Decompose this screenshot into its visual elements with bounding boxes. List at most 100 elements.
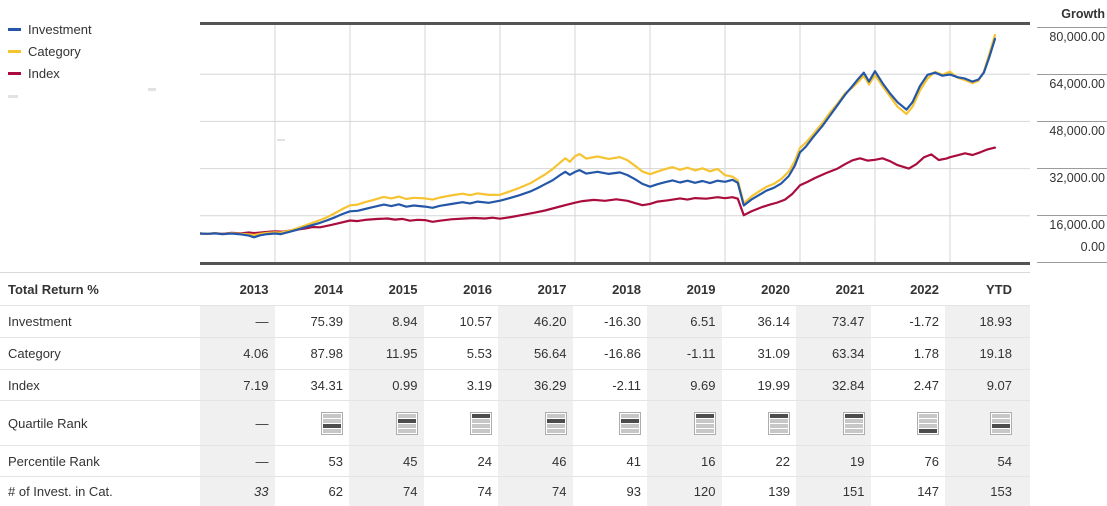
quartile-band: [695, 423, 714, 428]
table-cell: 74: [498, 477, 573, 506]
table-cell: [275, 401, 350, 445]
quartile-band: [992, 423, 1010, 428]
table-cell: 8.94: [349, 306, 424, 337]
year-column-header: 2022: [910, 281, 939, 297]
table-cell: 32.84: [796, 370, 871, 400]
legend-item-investment: Investment: [8, 18, 92, 40]
quartile-band: [770, 418, 788, 423]
quartile-band: [323, 428, 341, 433]
quartile-rank-icon-q3: [321, 411, 343, 435]
quartile-band: [621, 413, 639, 418]
quartile-band: [397, 413, 416, 418]
quartile-band: [844, 423, 863, 428]
growth-chart-svg: [200, 22, 1030, 265]
table-cell: -2.11: [612, 377, 641, 393]
returns-table: Total Return % 2013 2014 2015 2016 2017 2018 2…: [0, 272, 1030, 506]
table-cell: 6.51: [647, 306, 722, 337]
legend-item-label: Category: [28, 43, 81, 59]
quartile-band: [770, 413, 788, 418]
quartile-band: [919, 428, 937, 433]
table-cell: 19: [796, 446, 871, 476]
quartile-band: [621, 423, 639, 428]
quartile-band: [472, 418, 490, 423]
table-cell: 53: [328, 453, 343, 469]
table-cell: 18.93: [945, 306, 1030, 337]
table-cell: [796, 401, 871, 445]
legend-line-swatch-icon: [8, 71, 21, 75]
quartile-rank-icon-q1: [693, 411, 716, 435]
axis-tick-label: 64,000.00: [1049, 77, 1105, 91]
table-cell: 56.64: [498, 338, 573, 369]
axis-tick-label: 32,000.00: [1049, 171, 1105, 185]
table-cell: 5.53: [466, 346, 492, 361]
table-cell: 36.14: [757, 314, 790, 329]
table-row--of-invest-in-cat-: # of Invest. in Cat. 33 62 74 74 74 93 120 139 15…: [0, 477, 1030, 506]
table-cell: 7.19: [200, 370, 275, 400]
table-cell: 93: [626, 484, 641, 499]
axis-tick-label: 48,000.00: [1049, 124, 1105, 138]
table-header-row: Total Return % 2013 2014 2015 2016 2017 2018 2…: [0, 273, 1030, 306]
quartile-band: [621, 428, 639, 433]
legend-item-label: Investment: [28, 21, 92, 37]
quartile-band: [992, 418, 1010, 423]
table-cell: 2.47: [913, 377, 939, 393]
axis-tick-line: [1037, 215, 1107, 216]
table-body: Investment — 75.39 8.94 10.57 46.20 -16.30 6.51…: [0, 306, 1030, 506]
table-cell: 87.98: [310, 346, 343, 361]
quartile-band: [323, 423, 341, 428]
table-cell: 54: [945, 446, 1030, 476]
quartile-band: [919, 418, 937, 423]
table-cell: 41: [626, 453, 641, 469]
axis-tick-line: [1037, 262, 1107, 263]
table-cell: 73.47: [796, 306, 871, 337]
quartile-band: [919, 423, 937, 428]
table-cell: 1.78: [913, 346, 939, 361]
quartile-band: [546, 423, 565, 428]
row-label: Category: [8, 346, 61, 361]
redaction-artifact: [277, 139, 285, 141]
axis-tick-line: [1037, 168, 1107, 169]
table-cell: 46: [498, 446, 573, 476]
row-label: Quartile Rank: [8, 415, 88, 431]
table-cell: [573, 401, 648, 445]
quartile-rank-icon-q1: [470, 411, 492, 435]
quartile-band: [323, 418, 341, 423]
investment-growth-line: [200, 37, 997, 239]
year-column-header: YTD: [986, 281, 1012, 297]
redaction-artifact: [8, 95, 18, 98]
table-cell: 147: [917, 484, 939, 499]
year-column-header: 2015: [388, 281, 418, 297]
quartile-rank-icon-q4: [917, 411, 939, 435]
legend-line-swatch-icon: [8, 49, 21, 53]
table-cell: 11.95: [349, 338, 424, 369]
table-row-percentile-rank: Percentile Rank — 53 45 24 46 41 16 22 19 76 54: [0, 446, 1030, 477]
year-column-header: 2013: [239, 281, 269, 297]
quartile-band: [919, 413, 937, 418]
table-cell: [945, 401, 1030, 445]
axis-tick-line: [1037, 27, 1107, 28]
table-row-investment: Investment — 75.39 8.94 10.57 46.20 -16.30 6.51…: [0, 306, 1030, 338]
table-cell: 45: [349, 446, 424, 476]
table-cell: 9.69: [647, 370, 722, 400]
year-column-header: 2016: [463, 281, 492, 297]
redaction-artifact: [148, 88, 156, 91]
quartile-band: [844, 413, 863, 418]
table-cell: 19.99: [757, 377, 790, 393]
year-column-header: 2021: [835, 281, 865, 297]
quartile-rank-icon-q2: [395, 411, 418, 435]
year-column-header: 2018: [612, 281, 641, 297]
table-cell: 46.20: [498, 306, 573, 337]
year-column-header: 2014: [314, 281, 343, 297]
table-cell: 22: [775, 453, 790, 469]
legend-item-label: Index: [28, 65, 60, 81]
quartile-band: [546, 428, 565, 433]
table-cell: [722, 401, 797, 445]
table-cell: 4.06: [200, 338, 275, 369]
quartile-rank-icon-q3: [990, 411, 1012, 435]
quartile-band: [992, 413, 1010, 418]
quartile-band: [472, 413, 490, 418]
table-cell: 16: [647, 446, 722, 476]
row-label: Index: [8, 377, 40, 393]
table-cell: [871, 401, 946, 445]
chart-legend: Investment Category Index: [8, 18, 92, 84]
